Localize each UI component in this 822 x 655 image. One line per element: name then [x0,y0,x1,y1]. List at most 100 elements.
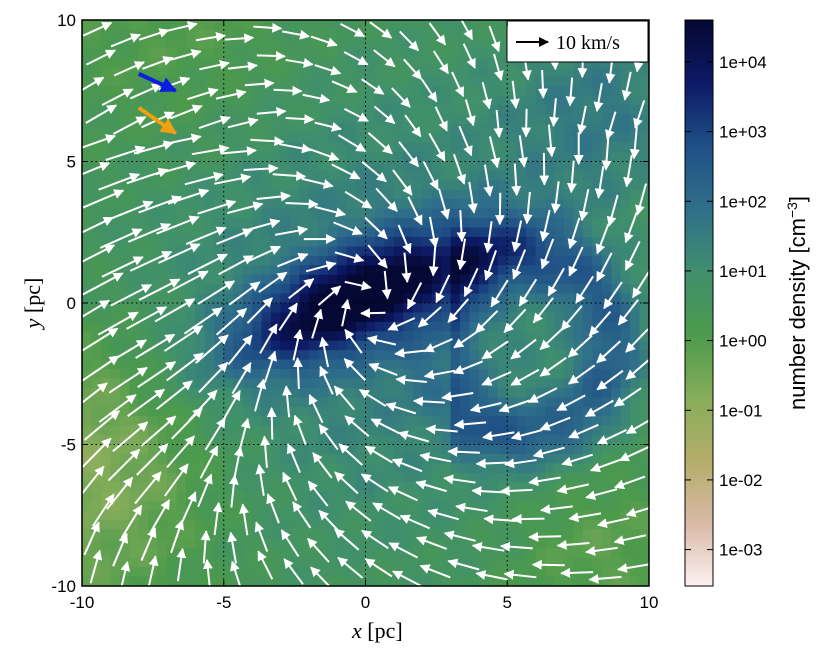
density-cell [563,114,574,125]
velocity-arrow [108,366,148,394]
density-cell [91,472,102,483]
density-cell [620,265,631,276]
velocity-arrow [527,387,558,404]
density-cell [497,529,508,540]
density-cell [592,255,603,266]
density-cell [620,359,631,370]
velocity-arrow [110,33,141,48]
density-cell [516,255,527,266]
density-cell [185,501,196,512]
density-cell [573,57,584,68]
density-cell [630,227,641,238]
density-cell [289,538,300,549]
density-cell [110,76,121,87]
density-cell [356,453,367,464]
density-cell [346,161,357,172]
density-cell [119,114,130,125]
density-cell [441,369,452,380]
density-cell [412,86,423,97]
density-cell [374,557,385,568]
density-cell [252,123,263,134]
density-cell [157,104,168,115]
density-cell [478,208,489,219]
density-cell [110,161,121,172]
density-cell [138,557,149,568]
density-cell [469,274,480,285]
density-cell [601,321,612,332]
velocity-arrow [375,187,398,212]
density-cell [601,369,612,380]
velocity-arrow [391,87,411,108]
density-cell [384,180,395,191]
density-cell [299,180,310,191]
density-cell [450,227,461,238]
velocity-arrow [385,402,417,415]
density-cell [100,425,111,436]
density-cell [582,293,593,304]
density-cell [280,331,291,342]
density-cell [299,557,310,568]
density-cell [478,416,489,427]
density-cell [82,548,93,559]
density-cell [289,519,300,530]
density-cell [195,152,206,163]
density-cell [403,48,414,59]
density-cell [289,529,300,540]
density-cell [545,104,556,115]
density-cell [601,472,612,483]
density-cell [337,425,348,436]
density-cell [242,48,253,59]
velocity-arrow [475,458,509,469]
density-cell [223,180,234,191]
density-cell [327,444,338,455]
density-cell [138,303,149,314]
density-cell [129,387,140,398]
density-cell [374,57,385,68]
density-cell [563,331,574,342]
density-cell [280,359,291,370]
density-cell [611,425,622,436]
density-cell [148,425,159,436]
density-cell [620,170,631,181]
highlight-arrow [137,106,177,135]
density-cell [450,208,461,219]
density-cell [119,246,130,257]
density-cell [223,312,234,323]
density-cell [441,246,452,257]
density-cell [403,170,414,181]
density-cell [119,425,130,436]
density-cell [545,208,556,219]
density-cell [620,491,631,502]
density-cell [346,199,357,210]
density-cell [233,29,244,40]
density-cell [469,378,480,389]
density-cell [299,133,310,144]
density-cell [582,387,593,398]
density-cell [299,548,310,559]
density-cell [185,340,196,351]
density-cell [129,48,140,59]
density-cell [214,114,225,125]
density-cell [545,397,556,408]
density-cell [91,123,102,134]
density-cell [176,95,187,106]
density-cell [601,406,612,417]
density-cell [431,67,442,78]
density-cell [611,57,622,68]
density-cell [138,29,149,40]
density-cell [488,501,499,512]
density-cell [346,397,357,408]
density-cell [573,161,584,172]
density-cell [337,519,348,530]
velocity-arrow [539,152,550,186]
density-cell [252,406,263,417]
density-cell [554,170,565,181]
density-cell [176,472,187,483]
velocity-arrow [274,225,309,236]
density-cell [185,331,196,342]
velocity-arrow [631,269,649,299]
density-cell [431,359,442,370]
velocity-arrow [455,502,488,513]
density-cell [488,463,499,474]
density-cell [252,86,263,97]
